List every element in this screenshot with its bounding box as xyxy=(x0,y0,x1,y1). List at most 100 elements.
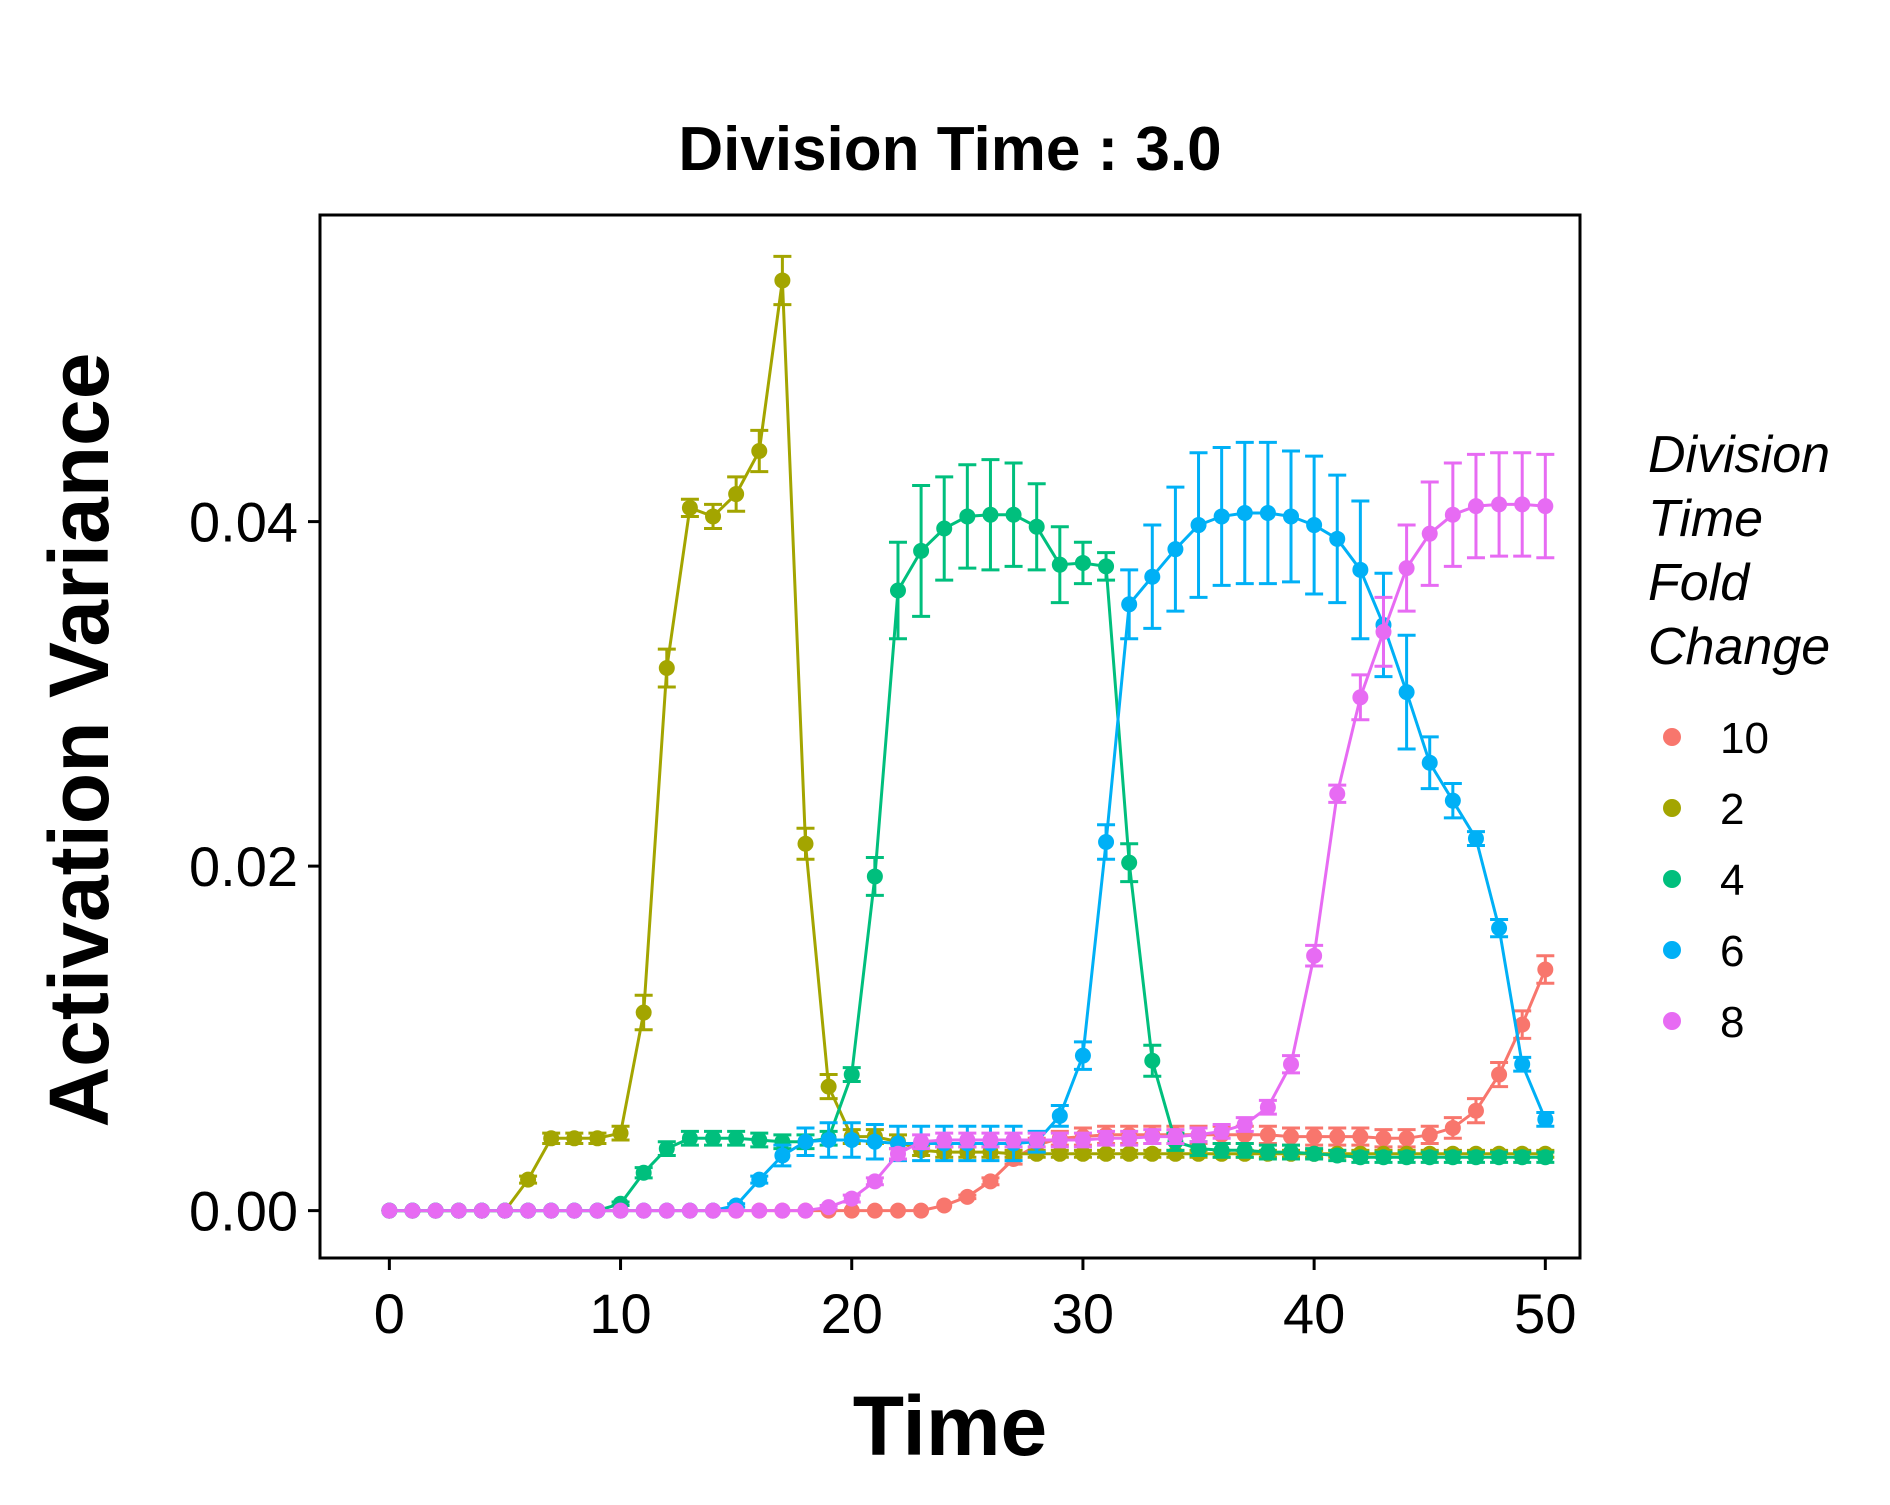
data-point xyxy=(1514,1149,1531,1166)
data-point xyxy=(866,868,883,885)
data-point xyxy=(1005,1132,1022,1149)
data-point xyxy=(658,660,675,677)
data-point xyxy=(1074,554,1091,571)
data-point xyxy=(1444,1119,1461,1136)
series-8 xyxy=(381,451,1555,1219)
data-point xyxy=(1537,1111,1554,1128)
data-point xyxy=(982,506,999,523)
data-point xyxy=(936,520,953,537)
data-point xyxy=(774,1147,791,1164)
data-point xyxy=(751,442,768,459)
data-point xyxy=(889,1145,906,1162)
data-point xyxy=(1051,1132,1068,1149)
data-point xyxy=(820,1132,837,1149)
data-point xyxy=(612,1202,629,1219)
data-point xyxy=(751,1202,768,1219)
legend-label-8: 8 xyxy=(1720,998,1744,1047)
data-point xyxy=(1329,785,1346,802)
data-point xyxy=(1028,1145,1045,1162)
data-point xyxy=(797,835,814,852)
legend-title-line: Fold xyxy=(1648,554,1751,612)
legend-title-line: Division xyxy=(1648,426,1830,484)
data-point xyxy=(1306,1128,1323,1145)
data-point xyxy=(1121,596,1138,613)
data-point xyxy=(1467,830,1484,847)
data-point xyxy=(1167,541,1184,558)
data-point xyxy=(843,1132,860,1149)
data-point xyxy=(1190,517,1207,534)
data-point xyxy=(1259,1126,1276,1143)
data-point xyxy=(1144,568,1161,585)
y-tick-label: 0.02 xyxy=(189,835,298,898)
data-point xyxy=(1074,1047,1091,1064)
data-point xyxy=(1051,1145,1068,1162)
data-point xyxy=(1236,505,1253,521)
data-point xyxy=(1213,508,1230,525)
legend-title-line: Time xyxy=(1648,490,1763,548)
data-point xyxy=(1467,1149,1484,1166)
data-point xyxy=(797,1133,814,1150)
data-point xyxy=(1005,506,1022,523)
axes: 0 10 20 30 40 50 0.00 0.02 0.04 xyxy=(189,213,1582,1345)
data-point xyxy=(1491,920,1508,937)
data-point xyxy=(1375,623,1392,640)
legend-key-6 xyxy=(1663,941,1681,959)
data-point xyxy=(1283,1144,1300,1161)
data-point xyxy=(520,1171,537,1188)
data-point xyxy=(1190,1140,1207,1157)
data-point xyxy=(381,1202,398,1219)
legend-key-8 xyxy=(1663,1012,1681,1030)
data-point xyxy=(936,1132,953,1149)
legend-label-4: 4 xyxy=(1720,856,1744,905)
x-tick-label: 50 xyxy=(1514,1282,1576,1345)
data-point xyxy=(635,1164,652,1181)
x-tick-label: 30 xyxy=(1052,1282,1114,1345)
x-tick-label: 10 xyxy=(589,1282,651,1345)
data-point xyxy=(774,272,791,289)
data-point xyxy=(1537,498,1554,515)
data-point xyxy=(1144,1052,1161,1069)
data-point xyxy=(1213,1142,1230,1159)
data-point xyxy=(1259,505,1276,521)
data-point xyxy=(982,1173,999,1190)
data-point xyxy=(1421,525,1438,542)
data-point xyxy=(774,1202,791,1219)
data-point xyxy=(1444,792,1461,809)
data-point xyxy=(843,1190,860,1207)
data-point xyxy=(1421,1126,1438,1143)
data-point xyxy=(1051,1107,1068,1124)
data-point xyxy=(1306,517,1323,534)
data-point xyxy=(450,1202,467,1219)
data-point xyxy=(404,1202,421,1219)
y-tick-label: 0.04 xyxy=(189,491,298,554)
data-point xyxy=(1213,1123,1230,1140)
data-point xyxy=(1398,1130,1415,1147)
data-point xyxy=(1236,1142,1253,1159)
data-point xyxy=(705,1130,722,1147)
data-point xyxy=(612,1125,629,1142)
data-point xyxy=(1444,506,1461,523)
data-point xyxy=(1352,561,1369,578)
data-point xyxy=(936,1197,953,1214)
data-point xyxy=(866,1173,883,1190)
data-point xyxy=(1375,1149,1392,1166)
data-point xyxy=(681,1202,698,1219)
plot-panel-border xyxy=(318,213,1582,1260)
data-point xyxy=(1467,1102,1484,1119)
data-point xyxy=(728,486,745,503)
data-point xyxy=(1329,530,1346,547)
data-point xyxy=(1491,1066,1508,1083)
data-point xyxy=(843,1202,860,1219)
data-point xyxy=(1398,1149,1415,1166)
data-point xyxy=(1028,518,1045,535)
data-point xyxy=(1283,1056,1300,1073)
data-point xyxy=(1329,1147,1346,1164)
data-point xyxy=(1074,1145,1091,1162)
data-point xyxy=(913,1133,930,1150)
data-point xyxy=(1352,689,1369,706)
x-axis-title: Time xyxy=(853,1379,1048,1473)
data-point xyxy=(1167,1128,1184,1145)
data-point xyxy=(705,1202,722,1219)
